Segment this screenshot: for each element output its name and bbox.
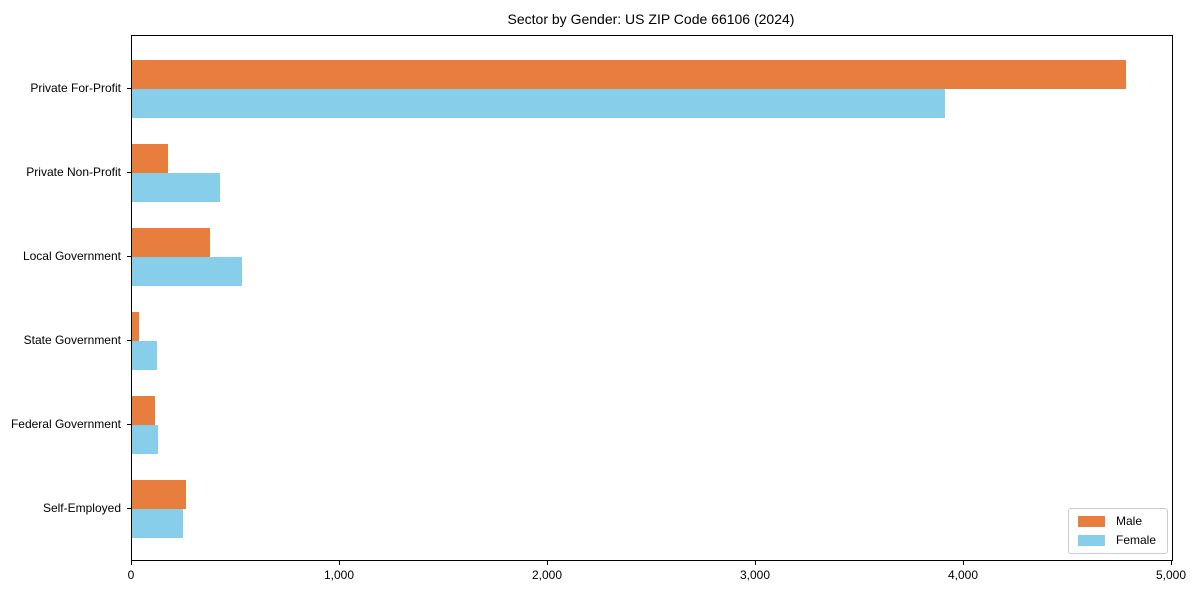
y-axis-tick xyxy=(127,508,131,509)
bar-female-3 xyxy=(132,257,242,286)
y-axis-tick xyxy=(127,256,131,257)
bar-female-2 xyxy=(132,173,220,202)
bar-male-3 xyxy=(132,228,210,257)
y-axis-category-label: Self-Employed xyxy=(42,501,121,515)
x-axis-tick-label: 2,000 xyxy=(531,568,563,582)
y-axis-tick xyxy=(127,88,131,89)
x-axis-tick-label: 3,000 xyxy=(739,568,771,582)
legend-swatch-male xyxy=(1077,516,1105,527)
bar-female-1 xyxy=(132,89,945,118)
plot-area: Male Female xyxy=(131,35,1173,561)
bar-male-2 xyxy=(132,144,168,173)
x-axis-tick-label: 1,000 xyxy=(323,568,355,582)
x-axis-tick xyxy=(547,561,548,565)
x-axis-tick xyxy=(131,561,132,565)
legend-entry-female: Female xyxy=(1077,533,1156,547)
bar-female-6 xyxy=(132,509,183,538)
bar-male-5 xyxy=(132,396,155,425)
x-axis-tick-label: 0 xyxy=(127,568,135,582)
bar-male-6 xyxy=(132,480,186,509)
legend-swatch-female xyxy=(1077,535,1105,546)
y-axis-category-label: Federal Government xyxy=(10,417,121,431)
x-axis-tick xyxy=(1171,561,1172,565)
legend-label-male: Male xyxy=(1115,514,1142,528)
x-axis-tick-label: 4,000 xyxy=(947,568,979,582)
y-axis-category-label: Private For-Profit xyxy=(30,81,121,95)
y-axis-tick xyxy=(127,424,131,425)
legend-entry-male: Male xyxy=(1077,514,1156,528)
bar-female-5 xyxy=(132,425,158,454)
y-axis-category-label: Local Government xyxy=(22,249,121,263)
x-axis-tick-label: 5,000 xyxy=(1155,568,1187,582)
y-axis-tick xyxy=(127,340,131,341)
legend-label-female: Female xyxy=(1115,533,1156,547)
x-axis-tick xyxy=(963,561,964,565)
chart-title: Sector by Gender: US ZIP Code 66106 (202… xyxy=(507,11,795,27)
y-axis-tick xyxy=(127,172,131,173)
y-axis-category-label: Private Non-Profit xyxy=(26,165,121,179)
x-axis-tick xyxy=(339,561,340,565)
bar-male-4 xyxy=(132,312,139,341)
x-axis-tick xyxy=(755,561,756,565)
y-axis-category-label: State Government xyxy=(23,333,121,347)
bar-male-1 xyxy=(132,60,1126,89)
legend: Male Female xyxy=(1067,508,1168,554)
bar-female-4 xyxy=(132,341,157,370)
